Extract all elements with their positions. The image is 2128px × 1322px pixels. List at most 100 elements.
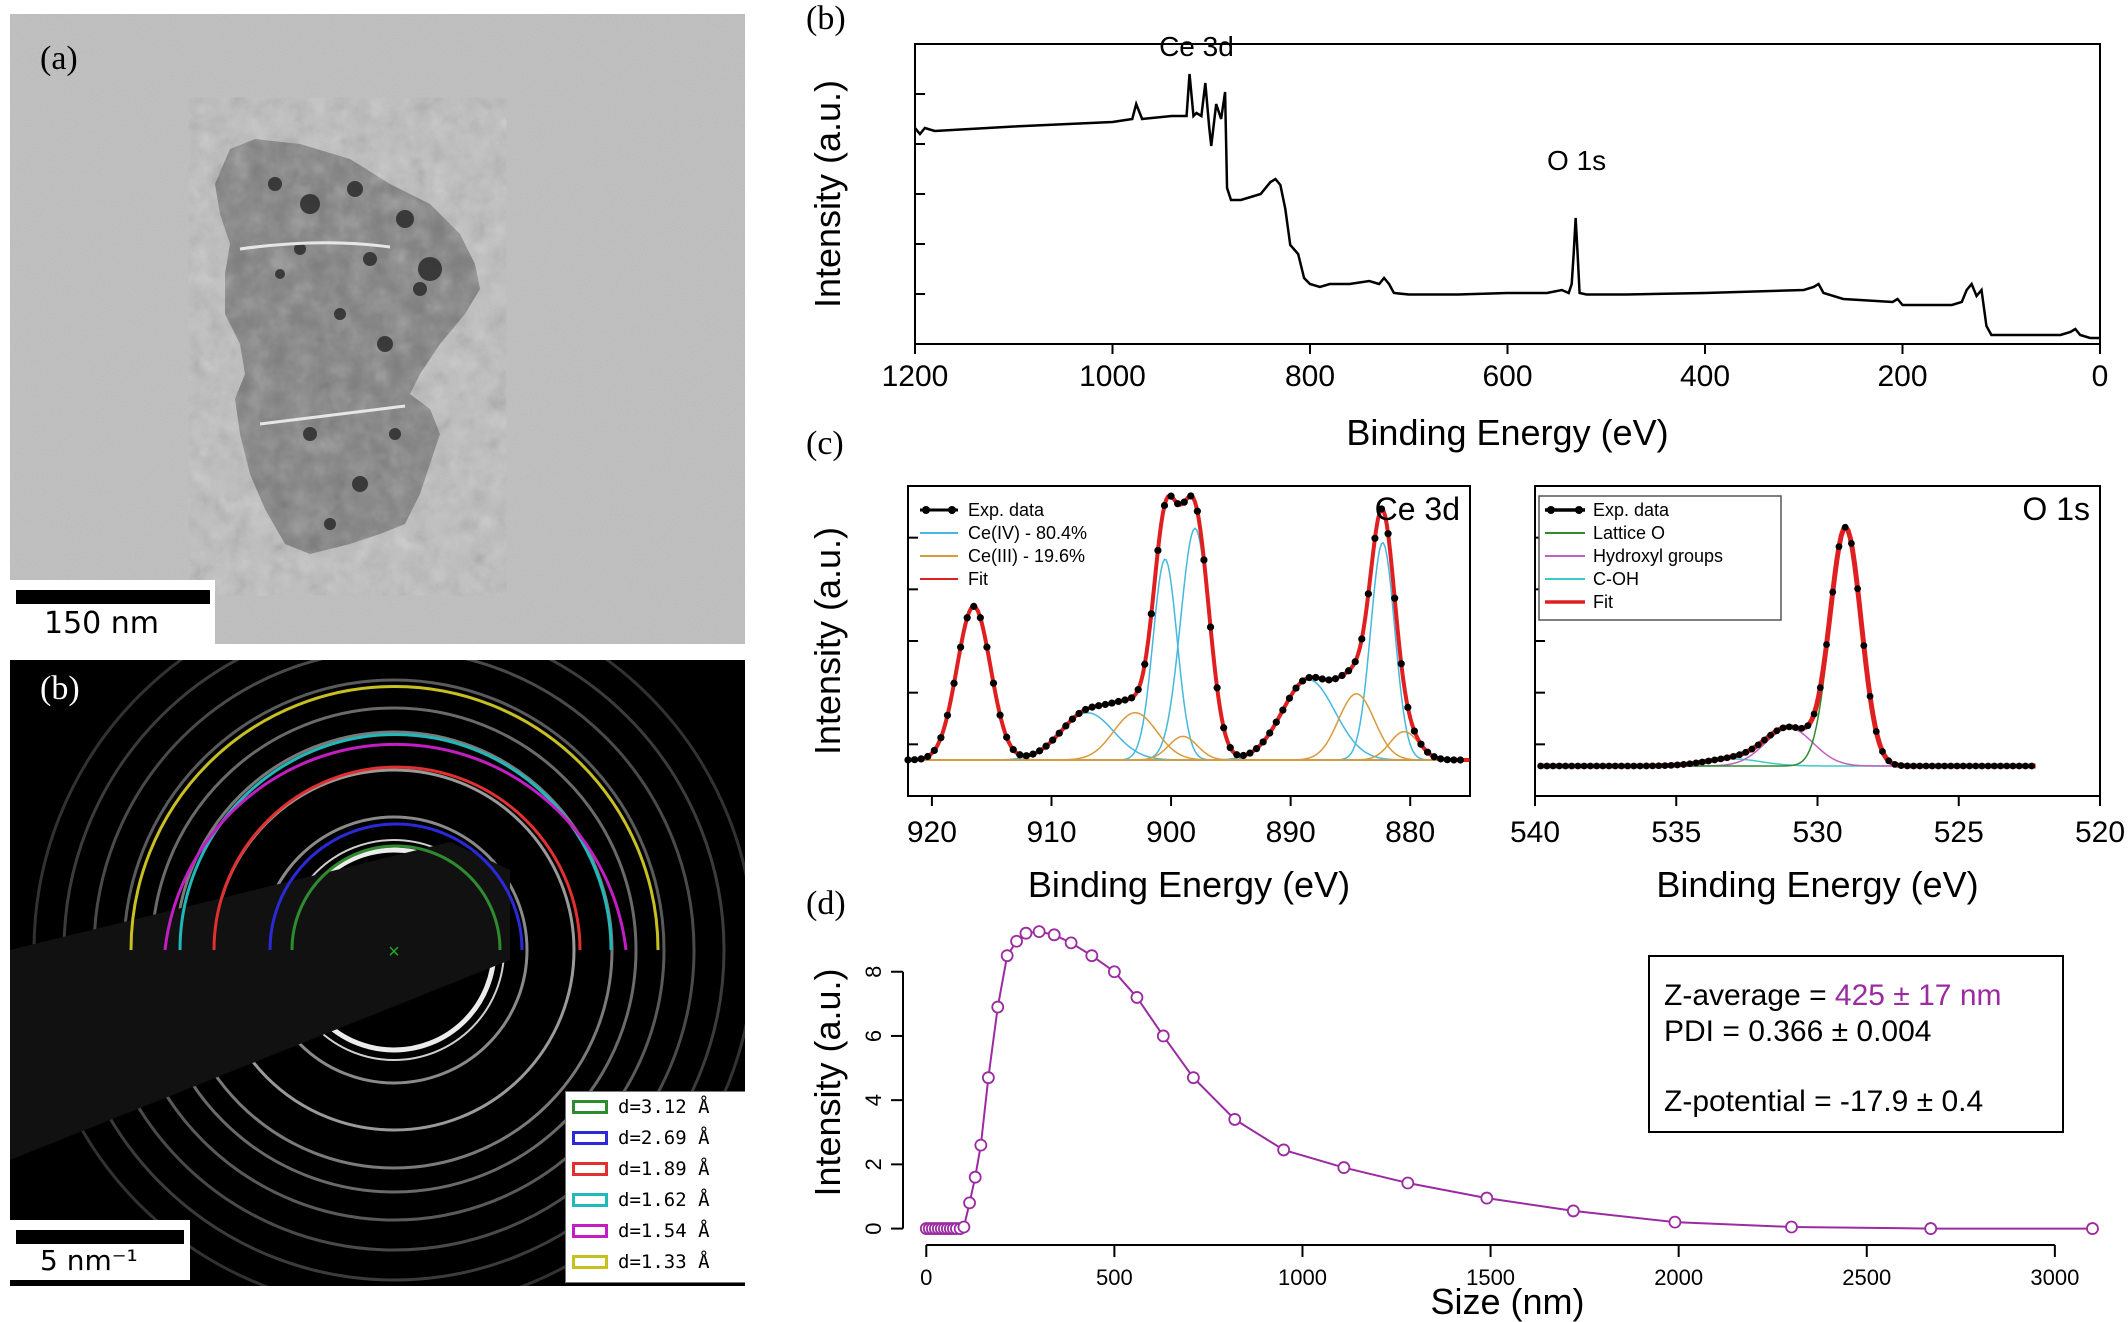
panel-c-label: (c) bbox=[806, 425, 844, 462]
data-point bbox=[1252, 744, 1261, 753]
x-tick-label: 900 bbox=[1146, 816, 1196, 849]
data-point bbox=[1042, 742, 1050, 750]
dls-point bbox=[1186, 1071, 1200, 1085]
legend-label: Hydroxyl groups bbox=[1593, 546, 1723, 566]
data-point bbox=[1312, 673, 1320, 682]
data-point bbox=[1792, 724, 1799, 731]
dls-point bbox=[1785, 1220, 1798, 1234]
scale-bar-label: 150 nm bbox=[44, 606, 160, 641]
data-point bbox=[1068, 715, 1077, 723]
legend-label: Ce(III) - 19.6% bbox=[968, 546, 1085, 566]
legend-marker bbox=[948, 506, 956, 514]
dls-point bbox=[1156, 1029, 1170, 1043]
data-point bbox=[1114, 697, 1123, 706]
data-point bbox=[1147, 610, 1155, 618]
data-point bbox=[1941, 762, 1949, 770]
ce3d-legend: Exp. data Ce(IV) - 80.4% Ce(III) - 19.6% Fi… bbox=[920, 500, 1087, 589]
x-tick-label: 2000 bbox=[1654, 1265, 1703, 1290]
o1s-legend: Exp. data Lattice O Hydroxyl groups C-OH Fit bbox=[1538, 495, 1782, 621]
data-point bbox=[1916, 762, 1924, 770]
data-point bbox=[1443, 756, 1451, 764]
data-point bbox=[1642, 762, 1650, 770]
panel-a-label: (a) bbox=[40, 40, 78, 77]
data-point bbox=[950, 679, 958, 687]
xps-survey-frame bbox=[914, 43, 2101, 345]
data-point bbox=[1141, 660, 1149, 668]
data-point bbox=[1692, 759, 1700, 767]
data-point bbox=[1305, 673, 1313, 682]
data-point bbox=[1266, 729, 1274, 737]
data-point bbox=[1990, 762, 1998, 770]
data-point bbox=[1667, 761, 1675, 769]
data-point bbox=[1062, 722, 1070, 730]
data-point bbox=[1246, 749, 1254, 757]
data-point bbox=[1705, 757, 1712, 765]
legend-entry: d=3.12 Å bbox=[572, 1092, 710, 1122]
data-point bbox=[1748, 745, 1756, 753]
data-point bbox=[1272, 718, 1280, 726]
dls-point bbox=[1337, 1161, 1351, 1174]
data-point bbox=[1029, 750, 1037, 758]
data-point bbox=[1686, 760, 1694, 768]
data-point bbox=[1543, 762, 1551, 770]
data-point bbox=[2003, 762, 2011, 770]
data-point bbox=[989, 679, 998, 687]
data-point bbox=[1580, 762, 1588, 770]
legend-label: Exp. data bbox=[968, 500, 1045, 520]
data-point bbox=[1101, 700, 1109, 709]
ce4-component bbox=[908, 711, 1470, 761]
d-spacing-legend: d=3.12 Å d=2.69 Å d=1.89 Å d=1.62 Å d=1.… bbox=[565, 1091, 745, 1283]
data-point bbox=[1134, 686, 1142, 694]
ce3-component bbox=[908, 693, 1470, 761]
data-point bbox=[1193, 507, 1201, 515]
svg-text:×: × bbox=[388, 941, 400, 963]
x-tick-label: 800 bbox=[1285, 360, 1335, 393]
legend-text: d=1.89 Å bbox=[618, 1158, 710, 1180]
dls-point bbox=[1277, 1143, 1291, 1157]
legend-text: d=1.54 Å bbox=[618, 1220, 710, 1242]
x-tick-label: 890 bbox=[1266, 816, 1316, 849]
y-tick-label: 0 bbox=[861, 1222, 886, 1234]
o1s-title: O 1s bbox=[2022, 491, 2090, 527]
data-point bbox=[1798, 724, 1806, 732]
x-tick-label: 1000 bbox=[1079, 360, 1146, 393]
y-tick-label: 6 bbox=[861, 1030, 886, 1042]
data-point bbox=[1318, 675, 1326, 683]
data-point bbox=[1618, 762, 1625, 770]
data-point bbox=[1298, 677, 1307, 685]
data-point bbox=[904, 756, 912, 764]
dls-results-box: Z-average = 425 ± 17 nm PDI = 0.366 ± 0.… bbox=[1648, 955, 2064, 1133]
data-point bbox=[1364, 590, 1372, 598]
data-point bbox=[1953, 762, 1961, 770]
data-point bbox=[1655, 762, 1663, 770]
data-point bbox=[1562, 762, 1569, 770]
dls-point bbox=[968, 1170, 982, 1184]
dls-point bbox=[974, 1138, 988, 1152]
hydroxyl-component bbox=[1540, 727, 2036, 767]
y-axis-title: Intensity (a.u.) bbox=[807, 527, 848, 755]
data-point bbox=[1742, 748, 1750, 756]
ce3-component bbox=[908, 730, 1470, 761]
data-point bbox=[1723, 754, 1731, 762]
dls-point bbox=[963, 1196, 976, 1210]
x-tick-label: 1000 bbox=[1278, 1265, 1327, 1290]
legend-text: d=2.69 Å bbox=[618, 1127, 710, 1149]
data-point bbox=[1180, 498, 1188, 506]
data-point bbox=[924, 752, 932, 761]
data-point bbox=[1605, 762, 1613, 770]
ce3d-title: Ce 3d bbox=[1375, 491, 1460, 527]
data-point bbox=[1593, 762, 1600, 770]
data-point bbox=[1016, 751, 1024, 759]
data-point bbox=[937, 734, 945, 742]
data-point bbox=[1773, 727, 1781, 735]
data-point bbox=[1754, 741, 1762, 749]
data-point bbox=[1966, 762, 1973, 770]
data-point bbox=[1206, 623, 1215, 631]
dls-point bbox=[991, 1000, 1005, 1014]
x-tick-label: 535 bbox=[1651, 816, 1701, 849]
legend-entry: d=1.54 Å bbox=[572, 1216, 710, 1246]
data-point bbox=[957, 643, 965, 651]
data-point bbox=[1568, 762, 1576, 770]
data-point bbox=[1767, 731, 1775, 739]
data-point bbox=[1397, 660, 1405, 668]
